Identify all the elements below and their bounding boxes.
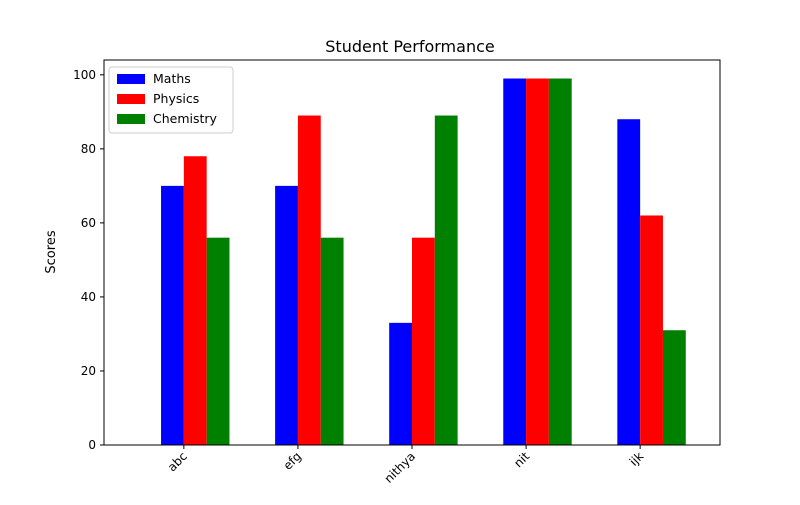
- series-chemistry: [206, 78, 686, 445]
- bar-physics-ijk: [640, 215, 663, 445]
- x-tick-label: ijk: [627, 449, 647, 469]
- series-physics: [183, 78, 663, 445]
- series-maths: [161, 78, 641, 445]
- legend-label-maths: Maths: [153, 71, 191, 86]
- y-tick-label: 100: [73, 68, 96, 82]
- bar-physics-efg: [297, 115, 321, 445]
- x-tick-label: nithya: [382, 449, 419, 486]
- bar-chemistry-abc: [206, 237, 230, 445]
- x-tick-label: efg: [281, 449, 305, 473]
- chart-title: Student Performance: [325, 37, 494, 56]
- legend-swatch-chemistry: [117, 114, 145, 124]
- y-tick-label: 80: [81, 142, 96, 156]
- bar-maths-nithya: [389, 322, 412, 445]
- bar-physics-nithya: [412, 237, 435, 445]
- bar-chemistry-efg: [320, 237, 344, 445]
- x-tick-label: abc: [165, 449, 190, 474]
- legend: Maths Physics Chemistry: [108, 66, 234, 134]
- bar-maths-ijk: [617, 119, 641, 445]
- legend-swatch-maths: [117, 74, 145, 84]
- legend-label-chemistry: Chemistry: [153, 111, 218, 126]
- y-tick-label: 60: [81, 216, 96, 230]
- bar-physics-nit: [526, 78, 549, 445]
- y-axis-title: Scores: [44, 230, 59, 273]
- y-tick-label: 20: [81, 364, 96, 378]
- x-tick-label: nit: [511, 449, 532, 470]
- y-tick-label: 0: [88, 438, 96, 452]
- bar-chemistry-nithya: [434, 115, 458, 445]
- y-tick-label: 40: [81, 290, 96, 304]
- legend-swatch-physics: [117, 94, 145, 104]
- bar-chemistry-ijk: [662, 330, 686, 445]
- bar-maths-efg: [275, 185, 298, 445]
- bar-maths-nit: [503, 78, 527, 445]
- bars-layer: [161, 78, 686, 445]
- legend-label-physics: Physics: [153, 91, 199, 106]
- bar-physics-abc: [183, 156, 207, 445]
- bar-maths-abc: [161, 185, 184, 445]
- bar-chemistry-nit: [548, 78, 572, 445]
